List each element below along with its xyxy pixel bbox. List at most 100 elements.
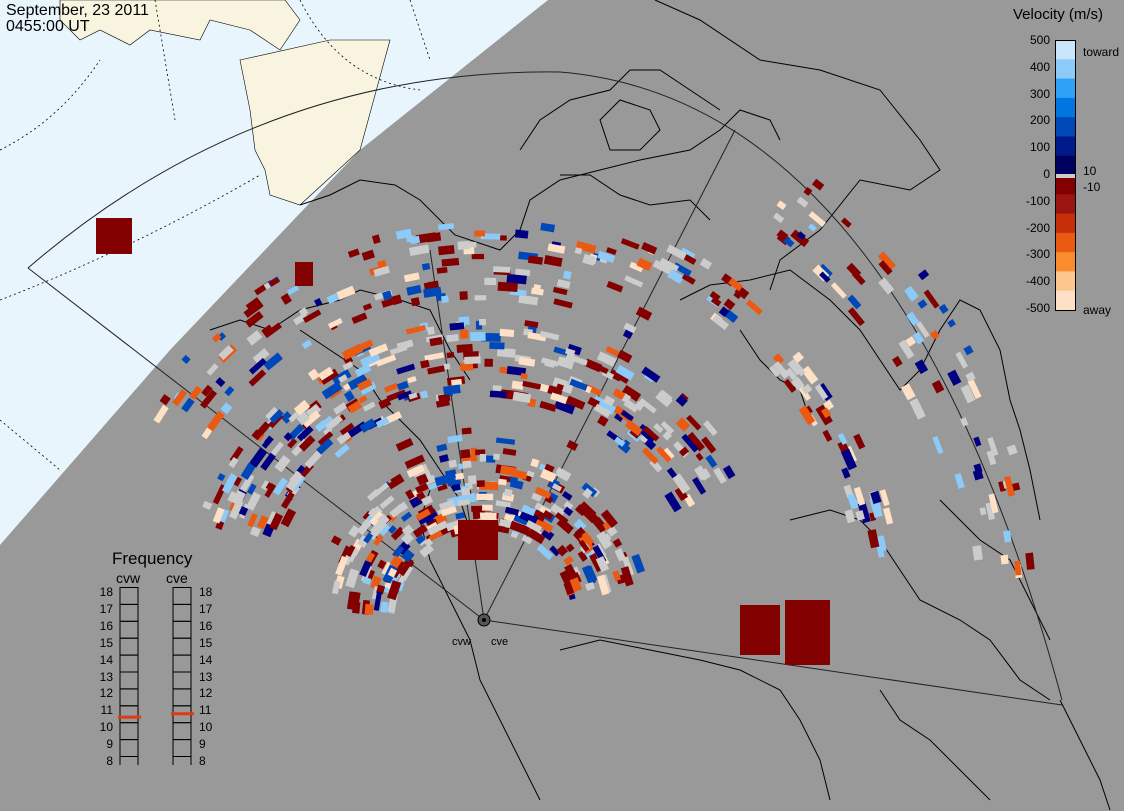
scatter-cell: [840, 448, 857, 471]
scatter-cell: [263, 352, 283, 371]
scatter-cell: [796, 231, 806, 240]
scatter-cell: [345, 568, 360, 589]
scatter-cell: [705, 454, 718, 468]
scatter-cell: [406, 464, 425, 478]
scatter-cell: [265, 406, 280, 421]
frequency-gauge-cell: [119, 722, 139, 741]
scatter-cell: [334, 444, 350, 459]
scatter-cell: [1006, 444, 1018, 456]
scatter-cell: [495, 437, 516, 445]
scatter-cell: [428, 530, 443, 542]
land-day-chukotka: [239, 39, 391, 206]
colorbar-tick-label: -300: [1025, 247, 1050, 262]
scatter-cell: [440, 504, 457, 517]
scatter-cell: [796, 196, 809, 208]
frequency-gauge-cell: [172, 587, 192, 605]
scatter-cell: [582, 253, 597, 266]
scatter-cell: [378, 397, 392, 410]
scatter-cell: [649, 458, 663, 473]
time-label: 0455:00 UT: [6, 18, 90, 35]
scatter-cell: [642, 425, 660, 442]
scatter-cell: [438, 454, 449, 463]
scatter-cell: [543, 255, 563, 267]
scatter-cell: [388, 525, 397, 534]
scatter-cell: [947, 369, 962, 386]
scatter-cell: [400, 511, 413, 522]
scatter-cell: [563, 506, 574, 517]
scatter-cell: [518, 357, 536, 367]
scatter-cell: [504, 506, 520, 516]
scatter-cell: [973, 436, 982, 447]
scatter-cell: [245, 297, 262, 311]
colorbar-swatch: [1055, 175, 1075, 195]
scatter-cell: [502, 448, 517, 456]
scatter-cell: [822, 429, 833, 442]
scatter-cell: [347, 400, 363, 414]
scatter-cell: [392, 545, 405, 559]
scatter-cell: [672, 473, 691, 494]
scatter-cell: [595, 555, 610, 573]
scatter-cell: [773, 361, 790, 379]
frequency-gauge-cell: [172, 756, 192, 765]
scatter-cell: [443, 363, 451, 370]
scatter-cell: [390, 526, 405, 541]
scatter-cell: [563, 555, 574, 566]
scatter-cell: [220, 402, 233, 415]
frequency-scale-label: 18: [199, 585, 213, 599]
scatter-cell: [667, 269, 685, 284]
scatter-cell: [229, 499, 244, 520]
colorbar-label-neg: -10: [1083, 180, 1101, 194]
scatter-cell: [509, 520, 531, 536]
scatter-cell: [785, 600, 830, 665]
scatter-cell: [319, 368, 339, 385]
scatter-cell: [153, 404, 169, 424]
scatter-cell: [288, 411, 300, 423]
scatter-cell: [368, 343, 389, 357]
scatter-cell: [605, 346, 620, 357]
scatter-cell: [398, 501, 409, 512]
scatter-cell: [818, 263, 833, 278]
scatter-cell: [847, 307, 865, 327]
scatter-cell: [783, 378, 797, 393]
scatter-cell: [359, 560, 372, 578]
scatter-cell: [293, 312, 309, 326]
scatter-cell: [710, 296, 722, 307]
scatter-cell: [711, 314, 730, 331]
scatter-cell: [437, 245, 455, 256]
scatter-cell: [972, 469, 984, 481]
frequency-gauge-cell: [119, 739, 139, 758]
scatter-cell: [416, 491, 426, 501]
scatter-cell: [240, 462, 256, 480]
scatter-cell: [461, 487, 471, 496]
scatter-cell: [484, 358, 493, 367]
scatter-cell: [436, 443, 448, 453]
frequency-gauge-cell: [172, 637, 192, 656]
scatter-cell: [493, 266, 511, 273]
scatter-cell: [189, 385, 203, 400]
scatter-cell: [797, 384, 812, 401]
scatter-cell: [351, 312, 368, 324]
scatter-cell: [641, 366, 661, 383]
scatter-cell: [247, 512, 258, 528]
frequency-scale-label: 13: [199, 669, 213, 684]
scatter-cell: [462, 460, 472, 469]
frequency-gauge-cell: [172, 688, 192, 707]
scatter-cell: [636, 257, 653, 271]
scatter-cell: [596, 530, 613, 550]
scatter-cell: [396, 380, 409, 391]
scatter-cell: [525, 519, 543, 533]
scatter-cell: [367, 488, 380, 502]
scatter-cell: [472, 511, 481, 520]
scatter-cell: [551, 483, 563, 492]
scatter-cell: [681, 273, 696, 285]
scatter-cell: [419, 390, 429, 399]
frequency-scale-label: 15: [99, 635, 113, 650]
scatter-cell: [905, 336, 917, 347]
frequency-scale-label: 14: [99, 652, 113, 667]
scatter-cell: [790, 229, 810, 248]
scatter-cell: [415, 534, 426, 545]
scatter-cell: [723, 298, 736, 311]
scatter-cell: [808, 223, 817, 232]
colorbar-tick-label: -500: [1025, 301, 1050, 315]
scatter-cell: [441, 295, 449, 304]
